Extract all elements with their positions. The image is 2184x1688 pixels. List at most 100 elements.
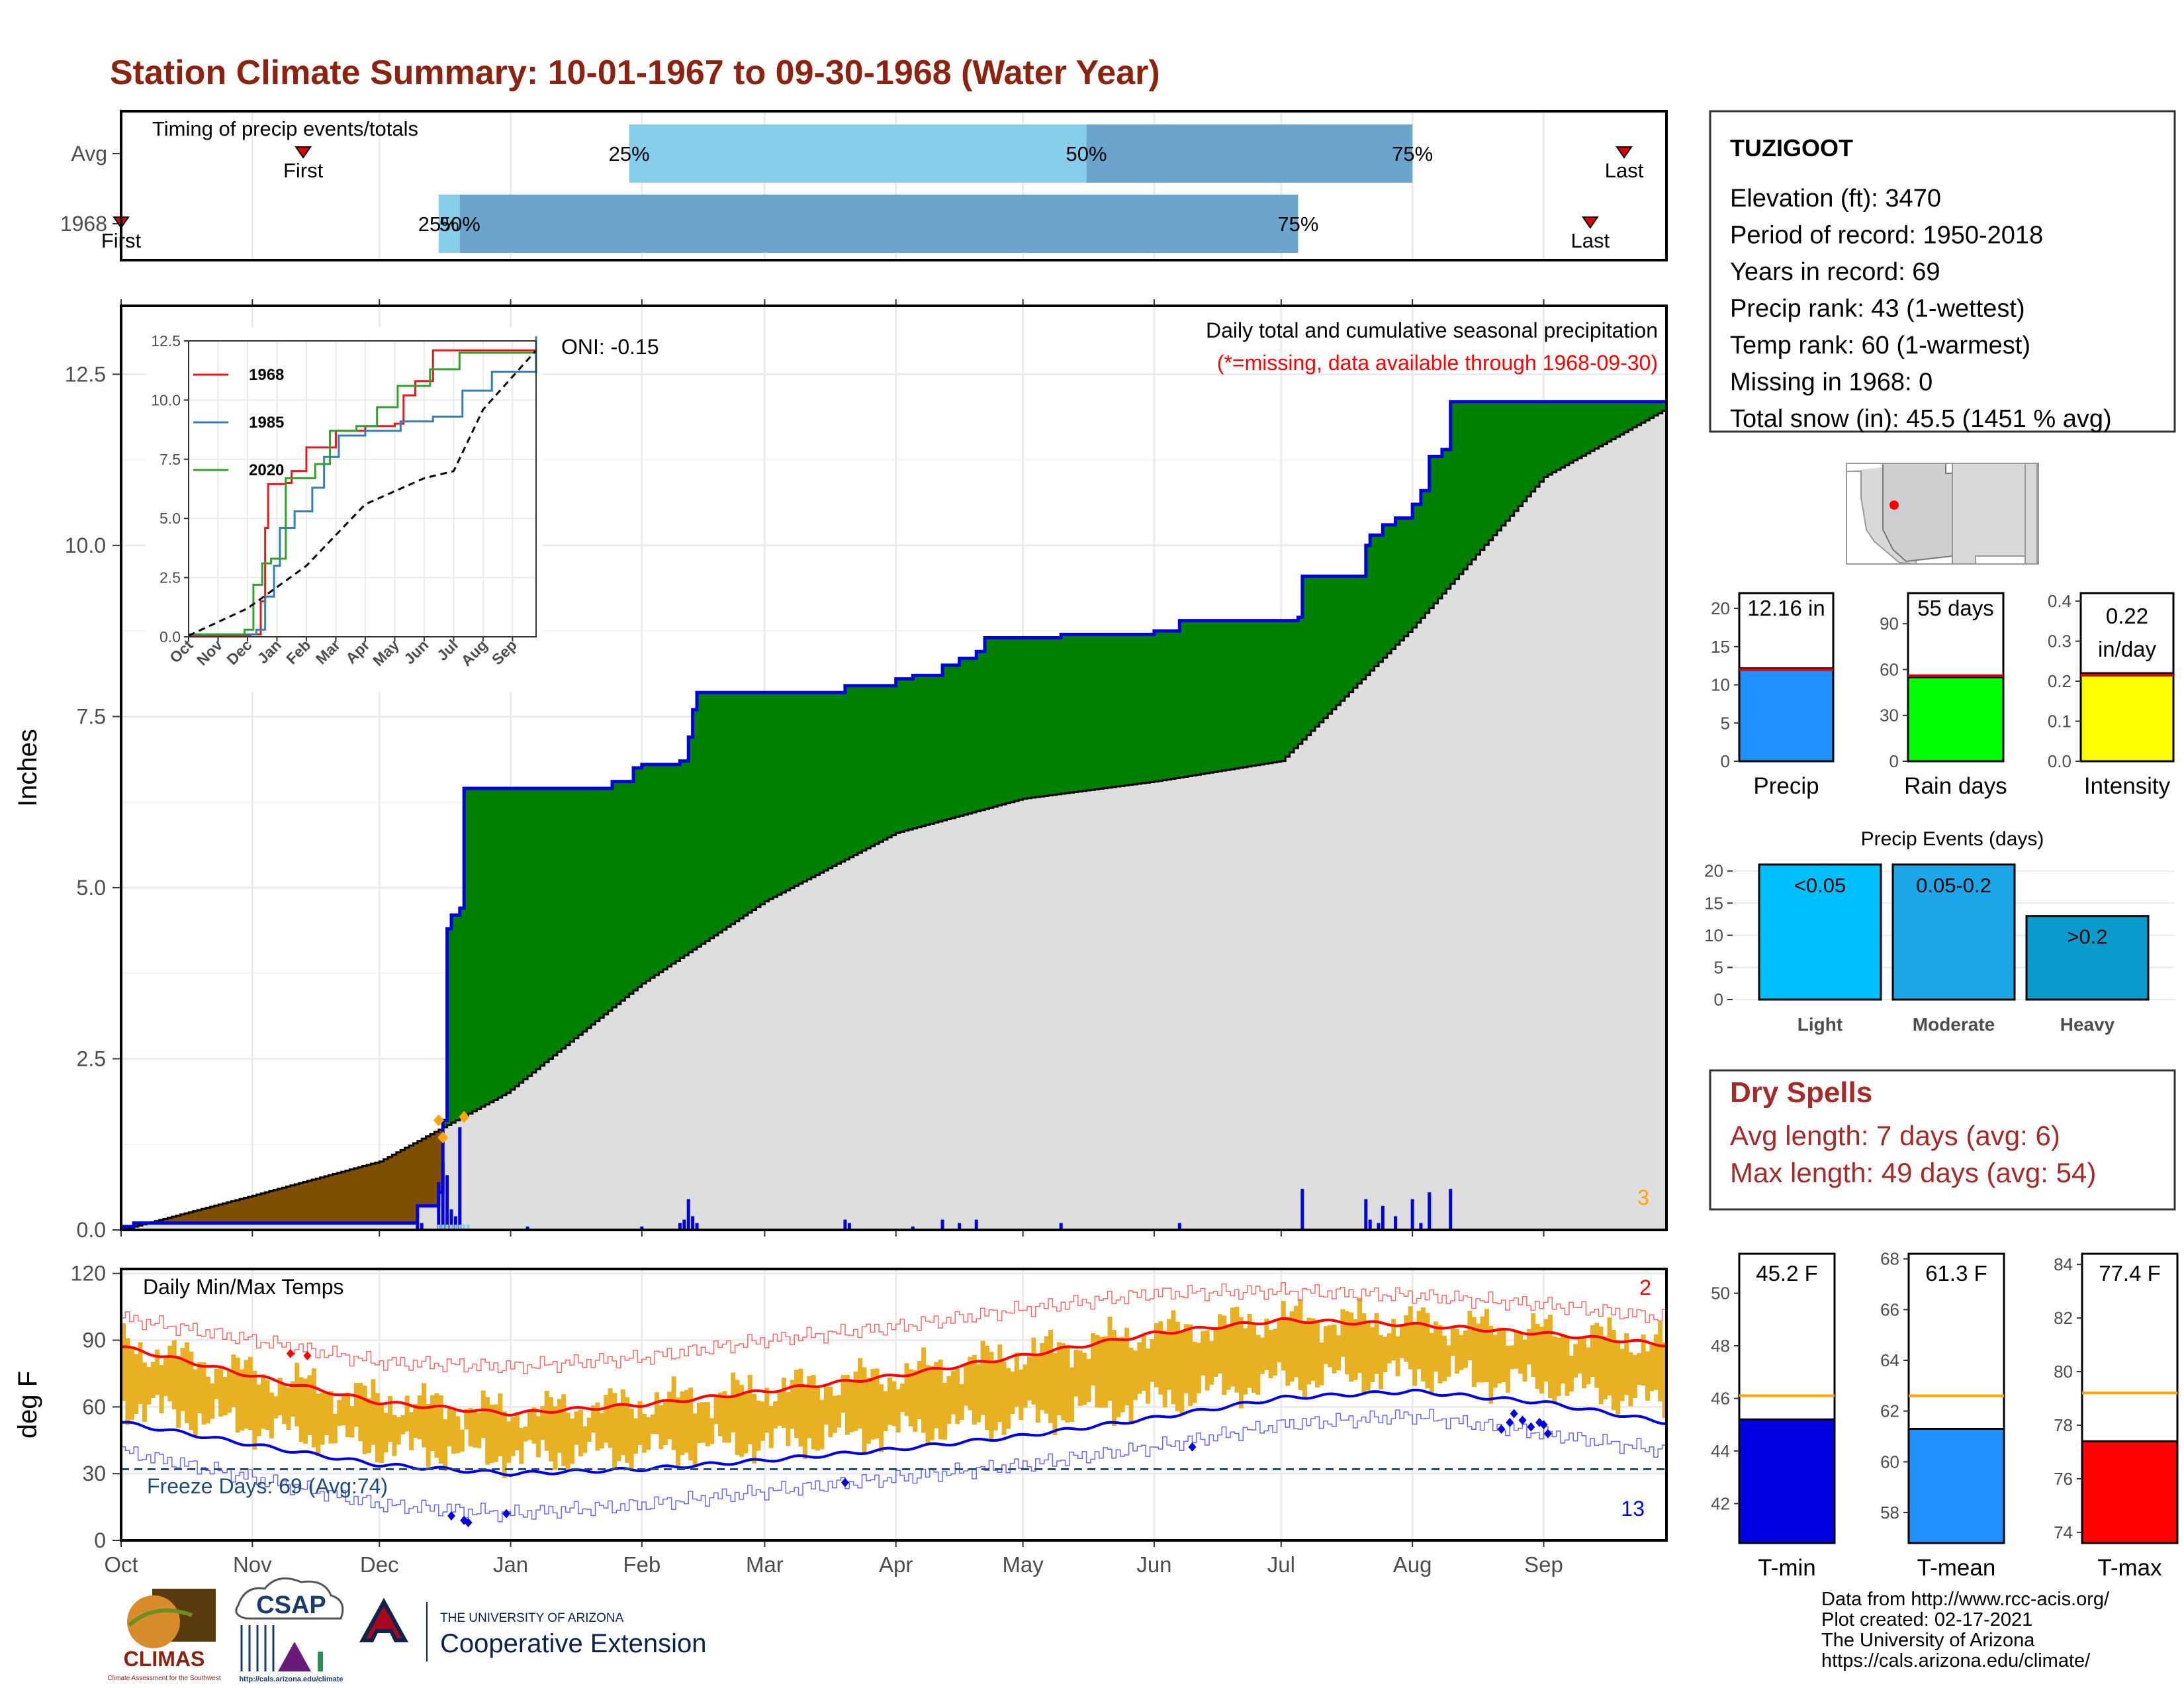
daily-temp-bar (1488, 1325, 1494, 1404)
daily-temp-bar (1099, 1336, 1104, 1408)
daily-temp-bar (1154, 1323, 1159, 1387)
inset-background (146, 328, 543, 692)
precip-y-tick-label: 5.0 (77, 876, 106, 900)
daily-temp-bar (1192, 1341, 1197, 1403)
daily-temp-bar (121, 1323, 126, 1401)
daily-temp-bar (1082, 1352, 1087, 1405)
daily-temp-bar (489, 1405, 494, 1463)
daily-temp-bar (887, 1378, 892, 1425)
summary-y-tick-label: 42 (1711, 1493, 1730, 1513)
arizona-shape (1882, 463, 1953, 563)
trace-marker (454, 1225, 457, 1230)
record-high-marker (303, 1351, 312, 1361)
daily-temp-bar (1539, 1327, 1545, 1394)
daily-temp-bar (1095, 1335, 1100, 1408)
summary-bar (1907, 1428, 2005, 1544)
timing-q75-label: 75% (1277, 212, 1318, 236)
daily-temp-bar (1158, 1321, 1163, 1395)
daily-temp-bar (841, 1375, 846, 1413)
daily-temp-bar (709, 1418, 715, 1444)
summary-y-tick-label: 30 (1880, 706, 1899, 726)
inset-y-tick-label: 12.5 (151, 332, 181, 350)
daily-temp-bar (1484, 1309, 1489, 1382)
daily-temp-bar (786, 1392, 791, 1446)
daily-precip-bar (940, 1219, 944, 1230)
timing-last-label: Last (1571, 229, 1610, 252)
record-low-marker (1539, 1420, 1548, 1430)
daily-temp-bar (743, 1391, 749, 1454)
daily-temp-bar (1226, 1324, 1231, 1390)
events-y-tick-label: 0 (1714, 990, 1723, 1009)
daily-temp-bar (1259, 1337, 1265, 1374)
daily-temp-bar (163, 1358, 168, 1396)
daily-temp-bar (1378, 1335, 1383, 1389)
precip-y-tick-label: 7.5 (77, 704, 106, 728)
daily-temp-bar (781, 1378, 786, 1429)
daily-temp-bar (184, 1342, 189, 1423)
month-label: May (1002, 1552, 1044, 1577)
daily-temp-bar (477, 1412, 482, 1448)
daily-temp-bar (756, 1400, 761, 1451)
daily-temp-bar (1294, 1305, 1299, 1378)
station-location-dot (1889, 500, 1899, 510)
events-y-tick-label: 20 (1704, 861, 1723, 881)
inset-border (188, 340, 537, 637)
daily-temp-bar (383, 1413, 388, 1453)
daily-precip-bar (1428, 1192, 1432, 1230)
daily-temp-bar (171, 1340, 177, 1410)
precip-event-bar-label: 0.05-0.2 (1916, 874, 1991, 897)
timing-last-marker (1615, 146, 1633, 159)
daily-temp-bar (142, 1362, 147, 1423)
daily-temp-bar (1238, 1317, 1244, 1409)
temp-y-tick-label: 0 (94, 1528, 106, 1552)
summary-x-label: T-max (2097, 1555, 2162, 1581)
daily-temp-bar (1391, 1319, 1396, 1361)
daily-temp-bar (1205, 1330, 1210, 1391)
daily-temp-bar (1556, 1337, 1561, 1396)
daily-temp-bar (506, 1421, 512, 1463)
inset-legend-label: 2020 (249, 461, 284, 479)
daily-temp-bar (231, 1354, 236, 1407)
events-y-tick-label: 10 (1704, 925, 1723, 945)
summary-y-tick-label: 74 (2054, 1523, 2073, 1542)
daily-temp-bar (989, 1352, 994, 1439)
daily-temp-bar (1001, 1361, 1007, 1435)
record-low-marker (1497, 1424, 1506, 1434)
daily-temp-bar (1234, 1307, 1240, 1393)
daily-temp-bar (240, 1369, 245, 1431)
temp-summary-value-label: 77.4 F (2099, 1261, 2161, 1286)
daily-temp-bar (1281, 1301, 1286, 1371)
daily-temp-bar (1336, 1335, 1342, 1371)
daily-temp-bar (1332, 1324, 1337, 1374)
daily-temp-bar (167, 1345, 173, 1401)
daily-temp-bar (1412, 1323, 1418, 1386)
daily-temp-bar (1213, 1327, 1218, 1377)
record-low-marker (447, 1511, 455, 1521)
daily-temp-bar (1209, 1341, 1214, 1385)
daily-temp-bar (1217, 1314, 1222, 1374)
summary-y-tick-label: 62 (1880, 1401, 1899, 1421)
daily-temp-bar (913, 1370, 918, 1432)
daily-temp-bar (1167, 1319, 1172, 1390)
daily-precip-bar (1377, 1223, 1381, 1230)
daily-temp-bar (265, 1380, 270, 1430)
daily-temp-bar (400, 1415, 406, 1434)
daily-temp-bar (1573, 1344, 1578, 1378)
daily-temp-bar (1501, 1329, 1506, 1382)
daily-temp-bar (1492, 1335, 1498, 1388)
above-average-area (121, 401, 1666, 1230)
record-low-marker (841, 1477, 849, 1487)
daily-precip-bar (843, 1219, 847, 1230)
daily-temp-bar (883, 1391, 888, 1432)
daily-temp-bar (1019, 1369, 1024, 1421)
daily-temp-bar (1603, 1336, 1608, 1399)
daily-temp-bar (692, 1413, 698, 1466)
daily-temp-bar (1459, 1335, 1464, 1370)
daily-temp-bar (248, 1356, 253, 1430)
snow-marker (437, 1131, 449, 1144)
daily-temp-bar (472, 1411, 477, 1448)
temp-y-tick-label: 90 (82, 1329, 106, 1352)
daily-temp-bar (523, 1426, 528, 1442)
daily-temp-bar (544, 1391, 549, 1451)
summary-y-tick-label: 82 (2054, 1308, 2073, 1328)
